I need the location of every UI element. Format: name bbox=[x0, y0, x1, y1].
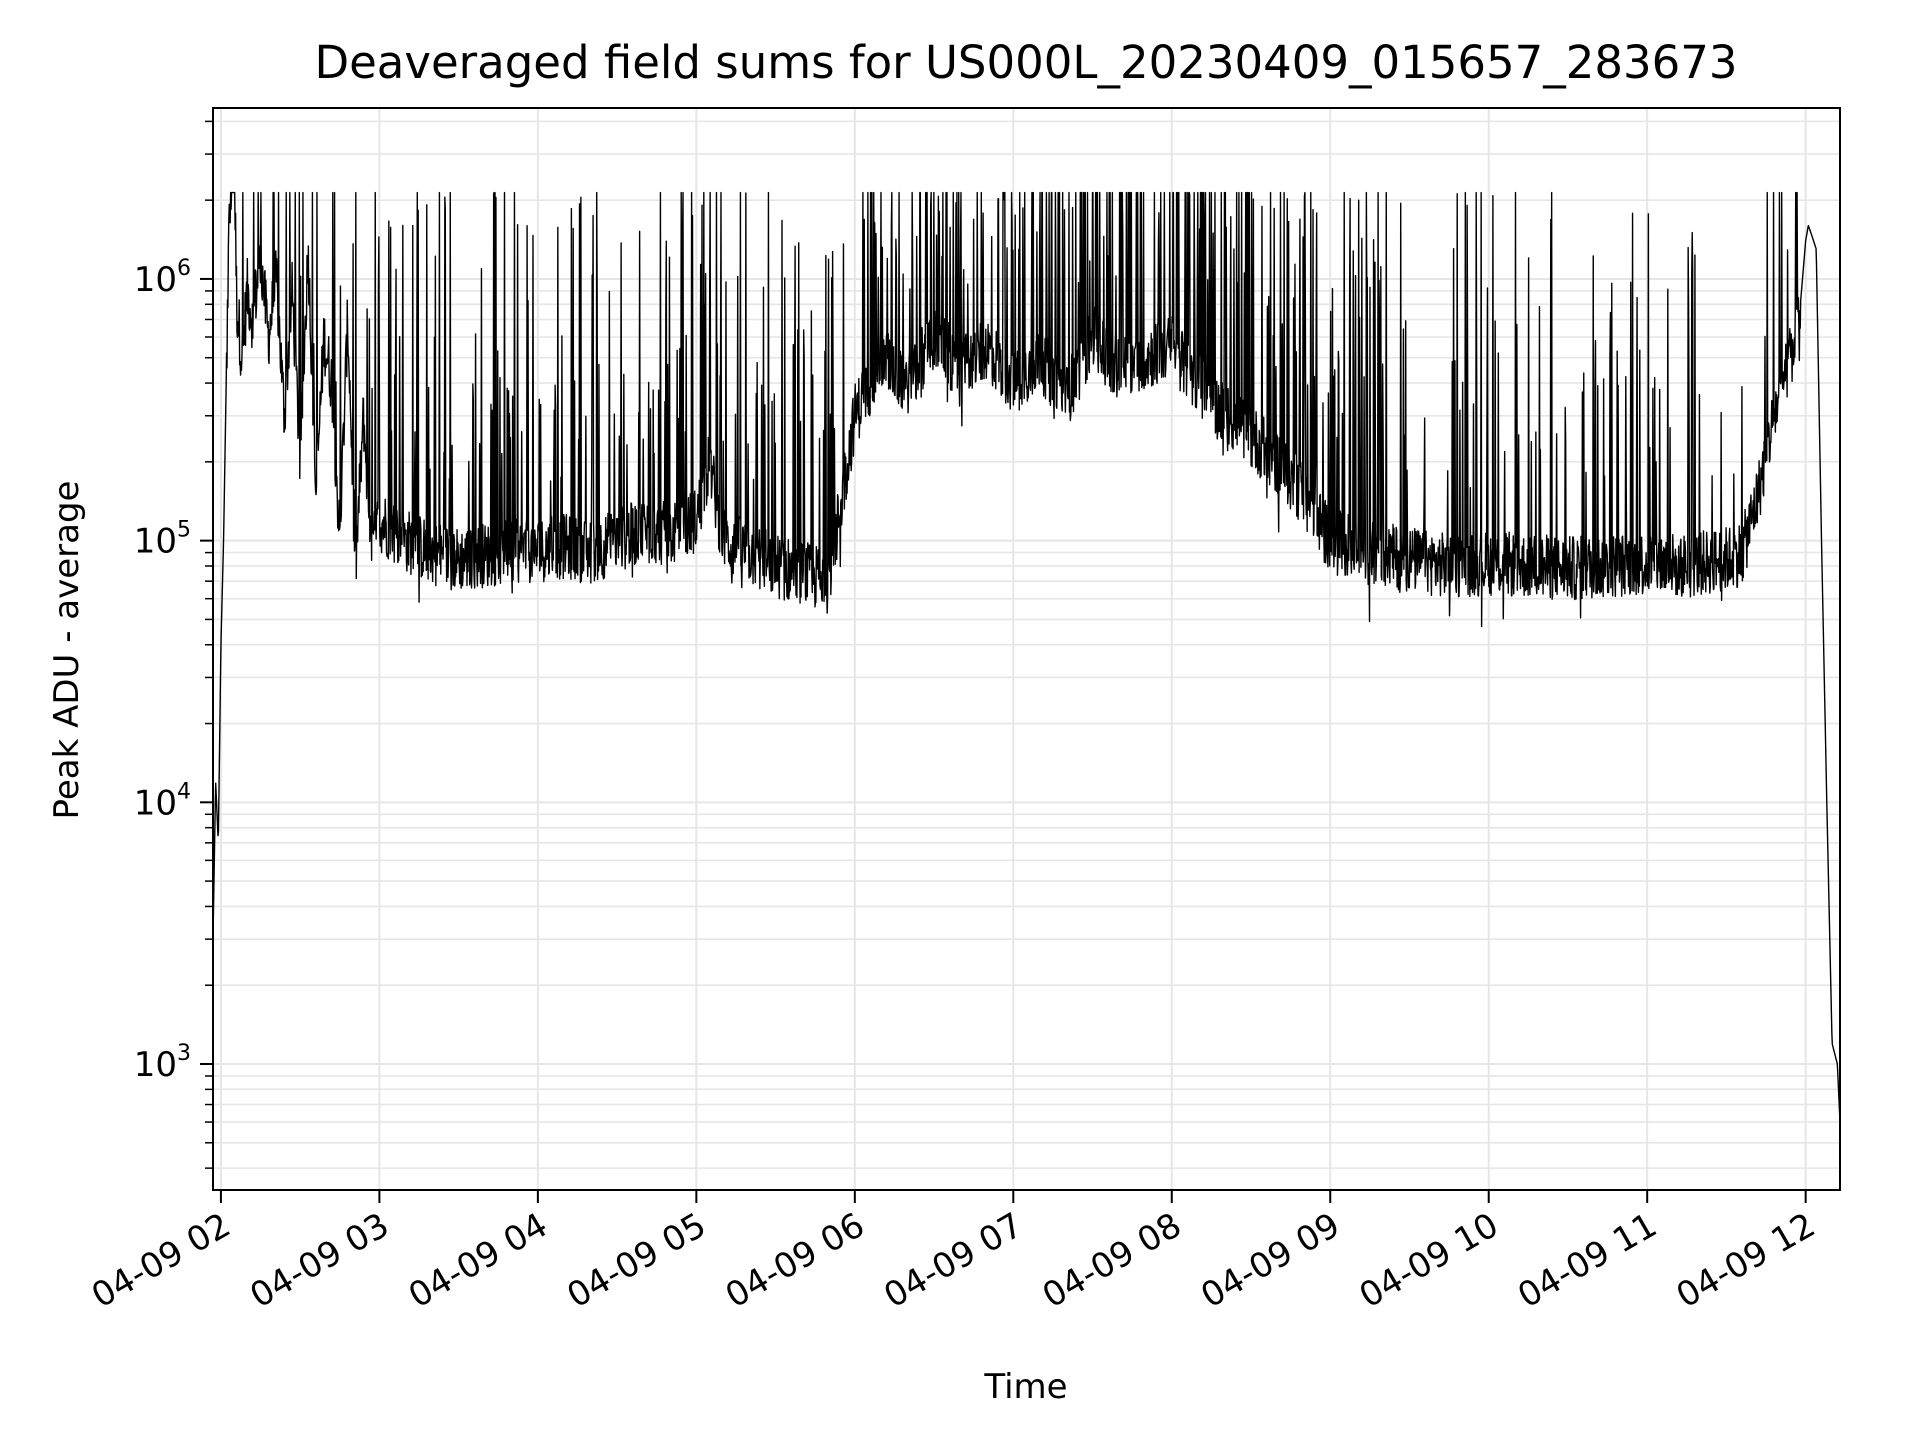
y-tick-label: 104 bbox=[134, 779, 191, 823]
series-line bbox=[212, 191, 1841, 1123]
chart-title: Deaveraged field sums for US000L_2023040… bbox=[314, 36, 1737, 89]
data-layer bbox=[212, 191, 1841, 1123]
y-tick-label: 105 bbox=[134, 518, 191, 562]
y-axis-label: Peak ADU - average bbox=[47, 481, 87, 820]
y-tick-label: 106 bbox=[134, 256, 191, 300]
plot-frame bbox=[212, 107, 1841, 1191]
x-axis-label: Time bbox=[983, 1367, 1067, 1407]
y-tick-label: 103 bbox=[134, 1041, 191, 1085]
